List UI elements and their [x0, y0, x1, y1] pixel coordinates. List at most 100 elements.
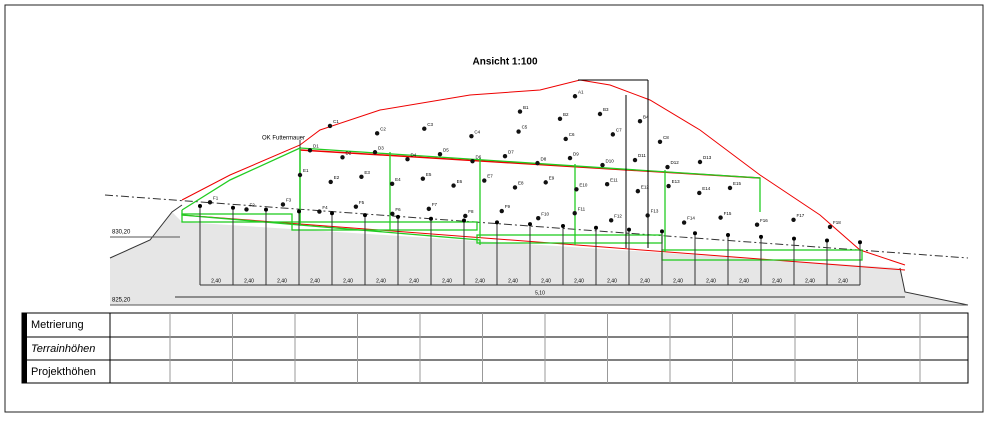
- anchor-point: [463, 213, 468, 219]
- dimension-label: 2,40: [574, 278, 584, 284]
- point-label: A1: [578, 89, 584, 94]
- anchor-point: [697, 159, 703, 165]
- ground: [110, 212, 968, 305]
- point-label: E3: [364, 170, 370, 175]
- point-label: E4: [395, 177, 401, 182]
- point-label: F8: [468, 209, 474, 214]
- anchor-point: [637, 119, 643, 124]
- anchor-point: [420, 176, 426, 181]
- point-label: F18: [833, 220, 841, 225]
- anchor-point: [681, 220, 687, 225]
- anchor-head: [297, 209, 301, 214]
- anchor-head: [231, 205, 235, 210]
- dimension-label: 2,40: [442, 278, 452, 284]
- anchor-point: [557, 116, 563, 122]
- annotation: OK Futtermauer: [262, 136, 305, 142]
- anchor-point: [469, 133, 474, 139]
- anchor-head: [198, 203, 202, 208]
- anchor-point: [340, 155, 345, 160]
- dimension-label: 2,40: [739, 278, 749, 284]
- anchor-head: [660, 229, 664, 234]
- anchor-point: [572, 211, 577, 216]
- point-label: D10: [606, 158, 615, 163]
- anchor-point: [536, 215, 541, 221]
- anchor-point: [645, 213, 650, 218]
- point-label: D1: [313, 143, 319, 148]
- anchor-point: [470, 158, 475, 164]
- anchor-head: [363, 213, 367, 218]
- anchor-point: [535, 160, 540, 166]
- anchor-point: [610, 132, 616, 137]
- anchor-point: [754, 222, 760, 227]
- anchor-point: [697, 190, 702, 196]
- dimension-label: 2,40: [541, 278, 551, 284]
- dimension-label: 2,40: [607, 278, 617, 284]
- anchor-point: [517, 109, 523, 114]
- anchor-point: [502, 153, 508, 159]
- level-label: 830,20: [112, 230, 131, 236]
- anchor-point: [390, 211, 395, 216]
- point-label: D7: [508, 149, 514, 154]
- anchor-point: [389, 181, 395, 186]
- anchor-head: [264, 207, 268, 212]
- dimension-label: 2,40: [772, 278, 782, 284]
- frame: [4, 4, 984, 413]
- point-label: F14: [687, 216, 695, 221]
- point-label: E15: [733, 181, 742, 186]
- anchor-head: [726, 233, 730, 238]
- anchor-head: [693, 231, 697, 236]
- anchor-head: [429, 216, 433, 221]
- point-label: E11: [610, 177, 618, 182]
- anchor-point: [512, 185, 518, 190]
- point-label: F1: [213, 195, 219, 200]
- point-label: D9: [573, 151, 579, 156]
- anchor-head: [462, 218, 466, 223]
- anchor-point: [328, 179, 333, 185]
- anchor-point: [665, 164, 670, 170]
- point-label: E6: [457, 179, 463, 184]
- point-label: E2: [334, 175, 340, 180]
- point-label: D12: [671, 160, 680, 165]
- point-label: F16: [760, 218, 768, 223]
- point-label: E14: [702, 186, 711, 191]
- point-label: D5: [443, 147, 449, 152]
- anchor-point: [600, 162, 605, 168]
- anchor-point: [372, 150, 378, 155]
- point-label: E1: [303, 168, 309, 173]
- row-label: Metrierung: [31, 319, 84, 331]
- anchor-point: [280, 202, 286, 207]
- dimension-label: 2,40: [310, 278, 320, 284]
- reference-line: [104, 194, 969, 259]
- anchor-head: [561, 223, 565, 228]
- point-label: E12: [641, 184, 650, 189]
- anchor-point: [297, 172, 303, 178]
- point-label: C4: [474, 129, 480, 134]
- dimension-label: 2,40: [277, 278, 287, 284]
- point-label: D6: [476, 154, 482, 159]
- point-label: F6: [395, 207, 401, 212]
- anchor-point: [718, 215, 723, 220]
- point-label: D4: [411, 152, 417, 157]
- anchor-head: [858, 240, 862, 245]
- dimension-label: 2,40: [838, 278, 848, 284]
- point-label: E7: [487, 174, 493, 179]
- anchor-head: [759, 234, 763, 239]
- dimension-label: 2,40: [805, 278, 815, 284]
- anchor-head: [396, 214, 400, 219]
- point-label: D2: [346, 150, 352, 155]
- point-label: D3: [378, 145, 384, 150]
- anchor-head: [825, 238, 829, 243]
- point-label: D8: [541, 156, 547, 161]
- anchor-head: [594, 225, 598, 230]
- anchor-point: [244, 207, 249, 212]
- point-label: F17: [797, 213, 805, 218]
- anchor-point: [635, 188, 641, 194]
- anchor-point: [482, 178, 487, 183]
- anchor-point: [563, 136, 568, 142]
- point-label: E13: [672, 179, 681, 184]
- point-label: F15: [724, 211, 732, 216]
- point-label: B4: [643, 114, 649, 119]
- point-label: F7: [432, 202, 438, 207]
- anchor-point: [499, 208, 504, 214]
